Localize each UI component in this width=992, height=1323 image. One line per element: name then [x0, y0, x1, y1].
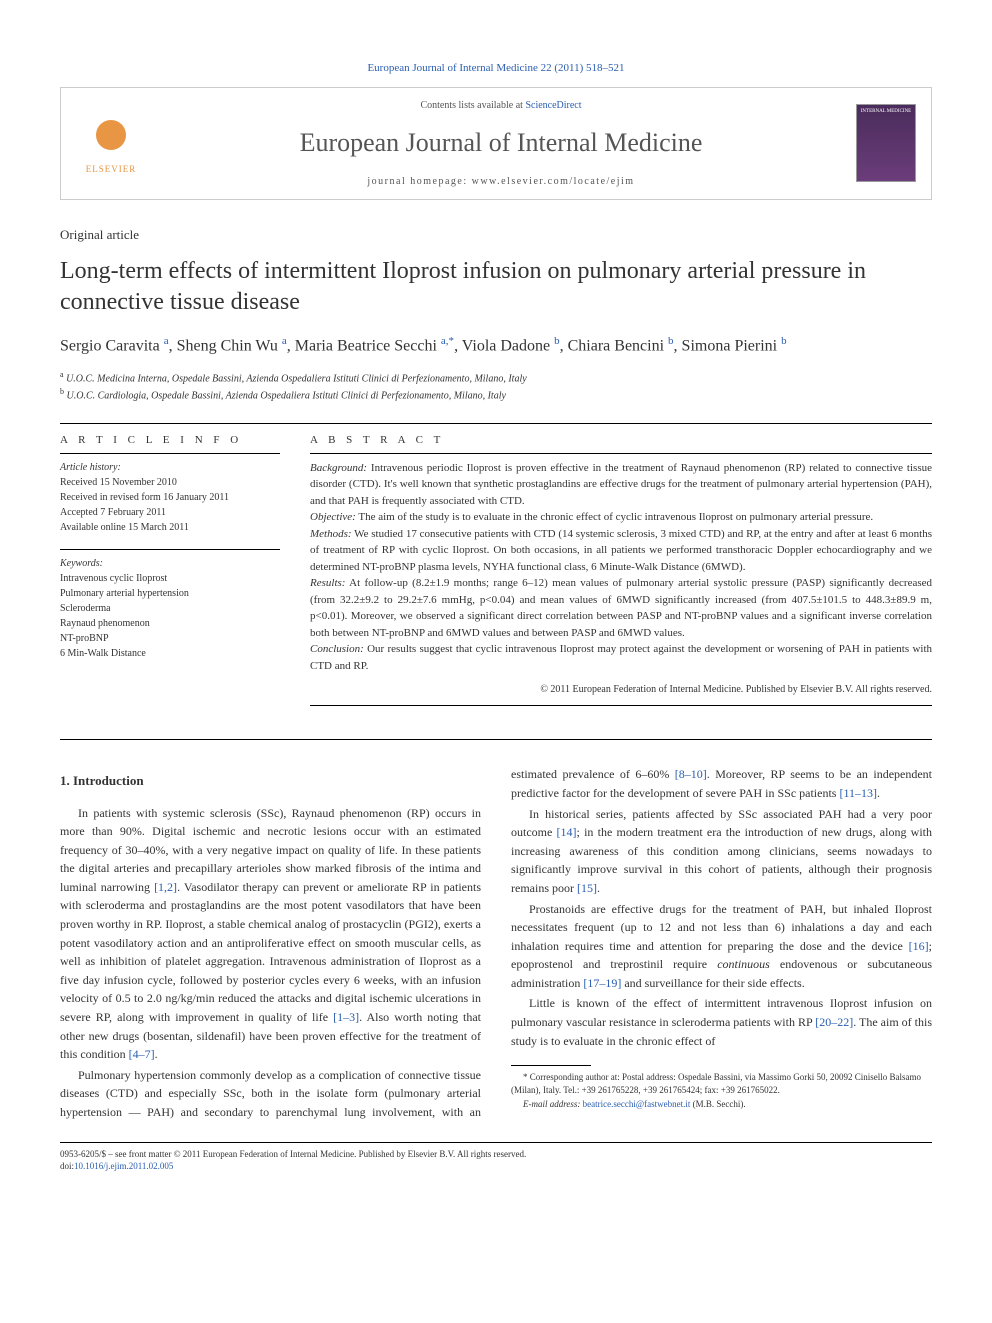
objective-label: Objective: — [310, 511, 356, 523]
footnote-divider — [511, 1065, 591, 1066]
background-label: Background: — [310, 462, 367, 474]
keyword: Intravenous cyclic Iloprost — [60, 571, 280, 586]
publisher-name: ELSEVIER — [86, 163, 137, 177]
citation-link[interactable]: [4–7] — [129, 1047, 155, 1061]
keyword: Raynaud phenomenon — [60, 616, 280, 631]
top-citation: European Journal of Internal Medicine 22… — [367, 62, 624, 74]
methods-label: Methods: — [310, 528, 352, 540]
abstract-copyright: © 2011 European Federation of Internal M… — [310, 682, 932, 697]
copyright-footer: 0953-6205/$ – see front matter © 2011 Eu… — [60, 1148, 932, 1173]
divider — [60, 423, 932, 424]
keywords-label: Keywords: — [60, 556, 280, 571]
bottom-divider — [60, 1142, 932, 1143]
top-citation-link[interactable]: European Journal of Internal Medicine 22… — [60, 60, 932, 77]
results-label: Results: — [310, 577, 345, 589]
citation-link[interactable]: [17–19] — [583, 976, 621, 990]
email-label: E-mail address: — [523, 1099, 583, 1109]
background-text: Intravenous periodic Iloprost is proven … — [310, 462, 932, 507]
journal-cover-thumbnail — [856, 104, 916, 182]
section-heading: 1. Introduction — [60, 771, 481, 791]
copyright-line: 0953-6205/$ – see front matter © 2011 Eu… — [60, 1148, 932, 1161]
contents-line: Contents lists available at ScienceDirec… — [146, 98, 856, 113]
conclusion-label: Conclusion: — [310, 643, 364, 655]
history-accepted: Accepted 7 February 2011 — [60, 505, 280, 520]
methods-text: We studied 17 consecutive patients with … — [310, 528, 932, 573]
history-online: Available online 15 March 2011 — [60, 520, 280, 535]
citation-link[interactable]: [1–3] — [333, 1010, 359, 1024]
history-revised: Received in revised form 16 January 2011 — [60, 490, 280, 505]
keyword: Pulmonary arterial hypertension — [60, 586, 280, 601]
affiliations: a U.O.C. Medicina Interna, Ospedale Bass… — [60, 369, 932, 404]
doi-link[interactable]: 10.1016/j.ejim.2011.02.005 — [74, 1161, 173, 1171]
citation-link[interactable]: [14] — [557, 825, 577, 839]
divider — [60, 739, 932, 740]
citation-link[interactable]: [16] — [909, 939, 929, 953]
article-title: Long-term effects of intermittent Ilopro… — [60, 256, 932, 318]
sciencedirect-link[interactable]: ScienceDirect — [525, 100, 581, 111]
journal-homepage: journal homepage: www.elsevier.com/locat… — [146, 174, 856, 189]
body-text: 1. Introduction In patients with systemi… — [60, 765, 932, 1121]
abstract-header: A B S T R A C T — [310, 432, 932, 449]
citation-link[interactable]: [15] — [577, 881, 597, 895]
results-text: At follow-up (8.2±1.9 months; range 6–12… — [310, 577, 932, 639]
citation-link[interactable]: [11–13] — [839, 786, 877, 800]
citation-link[interactable]: [20–22] — [815, 1015, 853, 1029]
objective-text: The aim of the study is to evaluate in t… — [356, 511, 873, 523]
abstract: A B S T R A C T Background: Intravenous … — [310, 432, 932, 714]
keyword: 6 Min-Walk Distance — [60, 646, 280, 661]
article-info-header: A R T I C L E I N F O — [60, 432, 280, 449]
keyword: Scleroderma — [60, 601, 280, 616]
elsevier-tree-icon — [86, 110, 136, 160]
article-info: A R T I C L E I N F O Article history: R… — [60, 432, 280, 714]
corresponding-author: * Corresponding author at: Postal addres… — [511, 1071, 932, 1096]
history-label: Article history: — [60, 460, 280, 475]
keyword: NT-proBNP — [60, 631, 280, 646]
conclusion-text: Our results suggest that cyclic intraven… — [310, 643, 932, 672]
divider — [310, 705, 932, 706]
journal-name: European Journal of Internal Medicine — [146, 123, 856, 162]
footnotes: * Corresponding author at: Postal addres… — [511, 1071, 932, 1111]
journal-header: ELSEVIER Contents lists available at Sci… — [60, 87, 932, 200]
history-received: Received 15 November 2010 — [60, 475, 280, 490]
citation-link[interactable]: [8–10] — [675, 767, 707, 781]
email-link[interactable]: beatrice.secchi@fastwebnet.it — [583, 1099, 691, 1109]
authors-list: Sergio Caravita a, Sheng Chin Wu a, Mari… — [60, 333, 932, 358]
publisher-logo: ELSEVIER — [76, 108, 146, 178]
citation-link[interactable]: [1,2] — [154, 880, 177, 894]
article-type: Original article — [60, 225, 932, 245]
